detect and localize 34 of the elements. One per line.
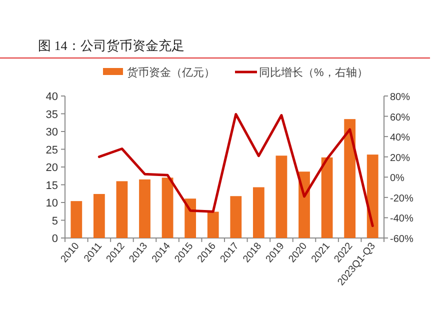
y-tick-label: 40	[46, 91, 58, 103]
bar	[207, 212, 219, 238]
y2-tick-label: -60%	[390, 234, 414, 245]
bar	[366, 154, 378, 238]
bar	[252, 187, 264, 238]
bar	[230, 196, 242, 238]
y2-tick-label: 40%	[390, 132, 410, 144]
bar	[139, 179, 150, 238]
bar	[70, 201, 82, 238]
y-tick-label: 20	[46, 162, 58, 174]
y2-tick-label: -20%	[390, 193, 414, 204]
bar	[116, 181, 128, 238]
bar	[344, 119, 356, 238]
bar	[162, 178, 174, 238]
y-tick-label: 15	[46, 180, 58, 192]
y2-tick-label: 20%	[390, 152, 410, 164]
bar	[321, 157, 333, 238]
legend-label: 同比增长（%，右轴）	[259, 66, 368, 79]
bar	[93, 194, 105, 238]
legend-label: 货币资金（亿元）	[127, 66, 215, 79]
y-tick-label: 0	[52, 233, 58, 245]
y2-tick-label: 0%	[390, 173, 405, 184]
y-tick-label: 30	[46, 126, 58, 138]
y2-tick-label: -40%	[390, 214, 414, 225]
chart-title: 图 14：公司货币资金充足	[38, 38, 184, 53]
line-series	[98, 113, 374, 228]
bar	[184, 198, 196, 238]
y-tick-label: 5	[52, 215, 58, 228]
y-tick-label: 10	[46, 198, 58, 210]
bar	[276, 156, 288, 238]
y2-tick-label: 80%	[390, 92, 410, 103]
y-tick-label: 35	[46, 108, 58, 121]
y2-tick-label: 60%	[390, 112, 410, 124]
y-tick-label: 25	[46, 144, 58, 156]
